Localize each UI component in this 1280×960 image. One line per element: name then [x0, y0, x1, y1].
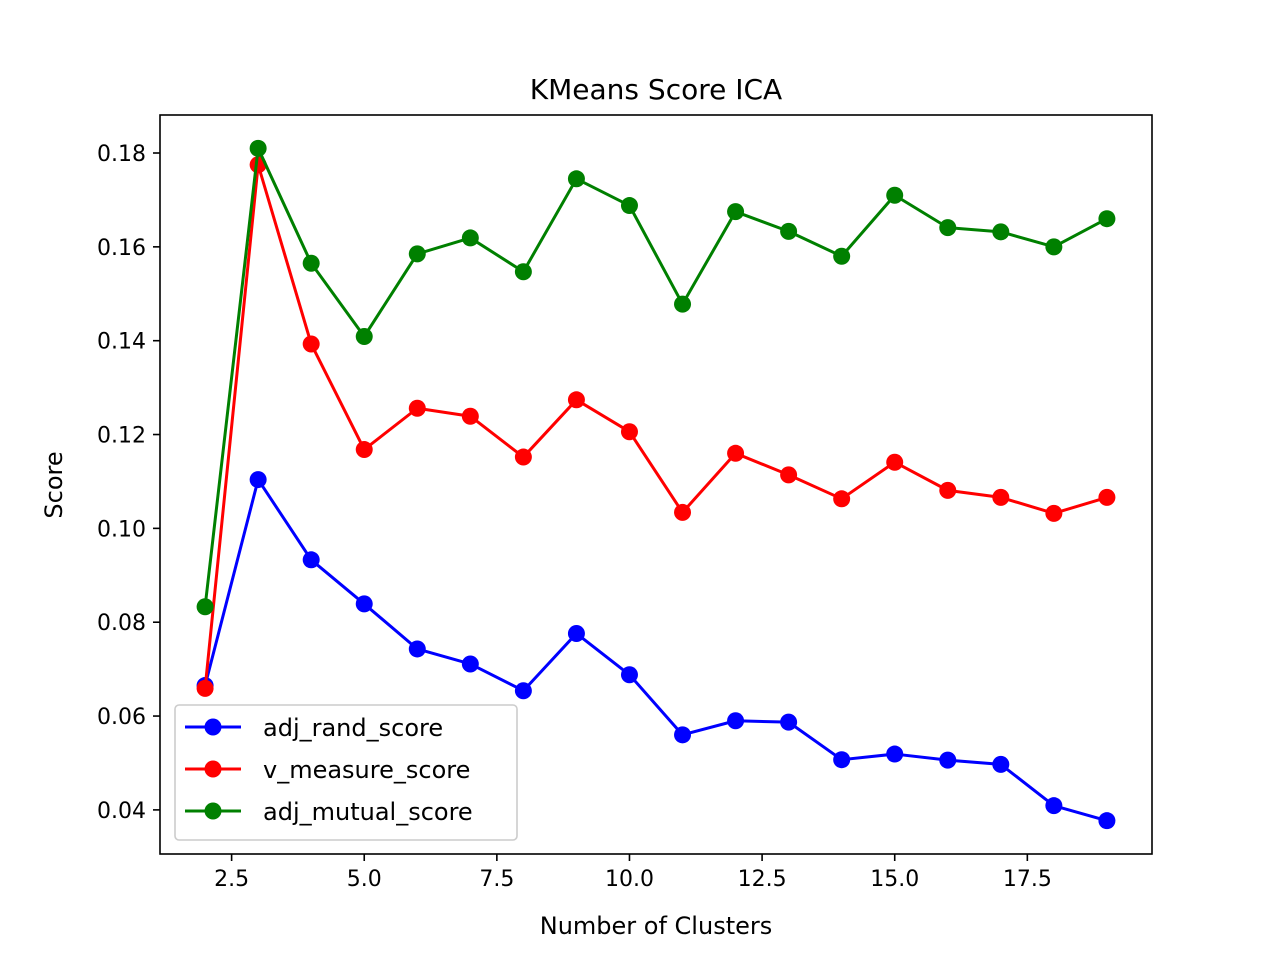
- data-point: [939, 219, 957, 237]
- data-point: [939, 481, 957, 499]
- legend-swatch-marker: [204, 760, 222, 778]
- y-tick-label: 0.08: [97, 611, 146, 636]
- data-point: [780, 713, 798, 731]
- legend-swatch-marker: [204, 718, 222, 736]
- data-point: [620, 197, 638, 215]
- y-tick-label: 0.10: [97, 517, 146, 542]
- data-point: [1045, 797, 1063, 815]
- data-point: [833, 751, 851, 769]
- data-point: [886, 453, 904, 471]
- data-point: [355, 441, 373, 459]
- data-point: [620, 423, 638, 441]
- data-point: [992, 755, 1010, 773]
- data-point: [727, 444, 745, 462]
- x-tick-label: 15.0: [870, 867, 919, 892]
- data-point: [461, 229, 479, 247]
- data-point: [408, 245, 426, 263]
- data-point: [302, 551, 320, 569]
- legend-item: v_measure_score: [185, 756, 470, 784]
- data-point: [461, 655, 479, 673]
- legend: adj_rand_score v_measure_score adj_mutual_…: [174, 704, 518, 841]
- legend-item: adj_rand_score: [185, 714, 443, 742]
- data-point: [196, 679, 214, 697]
- data-point: [620, 666, 638, 684]
- data-point: [196, 598, 214, 616]
- data-point: [302, 335, 320, 353]
- plot-series: [196, 139, 1116, 830]
- data-point: [567, 391, 585, 409]
- y-axis: 0.04 0.06 0.08 0.10 0.12 0.14 0.16 0.18: [97, 142, 160, 824]
- data-point: [408, 640, 426, 658]
- y-tick-label: 0.14: [97, 330, 146, 355]
- data-point: [674, 295, 692, 313]
- data-point: [727, 203, 745, 221]
- data-point: [939, 751, 957, 769]
- data-point: [408, 399, 426, 417]
- data-point: [514, 682, 532, 700]
- data-point: [833, 247, 851, 265]
- legend-label: adj_mutual_score: [263, 798, 473, 826]
- data-point: [355, 327, 373, 345]
- series-adj_mutual_score: [196, 139, 1116, 616]
- series-line: [203, 478, 1108, 823]
- series-v_measure_score: [196, 156, 1116, 697]
- y-tick-label: 0.04: [97, 799, 146, 824]
- x-tick-label: 17.5: [1003, 867, 1052, 892]
- data-point: [514, 448, 532, 466]
- data-point: [249, 471, 267, 489]
- data-point: [249, 139, 267, 157]
- data-point: [1098, 488, 1116, 506]
- data-point: [992, 488, 1010, 506]
- data-point: [833, 490, 851, 508]
- legend-item: adj_mutual_score: [185, 798, 473, 826]
- data-point: [674, 503, 692, 521]
- y-tick-label: 0.12: [97, 424, 146, 449]
- legend-label: adj_rand_score: [263, 714, 443, 742]
- data-point: [992, 223, 1010, 241]
- chart-title: KMeans Score ICA: [530, 73, 782, 106]
- x-tick-label: 5.0: [347, 867, 382, 892]
- legend-frame: [174, 704, 518, 841]
- data-point: [567, 624, 585, 642]
- data-point: [1098, 210, 1116, 228]
- x-tick-label: 10.0: [605, 867, 654, 892]
- y-tick-label: 0.18: [97, 142, 146, 167]
- data-point: [514, 263, 532, 281]
- legend-label: v_measure_score: [263, 756, 470, 784]
- legend-swatch-marker: [204, 802, 222, 820]
- data-point: [1098, 812, 1116, 830]
- data-point: [1045, 238, 1063, 256]
- data-point: [780, 466, 798, 484]
- series-line: [203, 146, 1108, 607]
- y-tick-label: 0.06: [97, 705, 146, 730]
- data-point: [727, 712, 745, 730]
- data-point: [461, 407, 479, 425]
- x-axis-label: Number of Clusters: [540, 912, 773, 940]
- x-tick-label: 7.5: [479, 867, 514, 892]
- data-point: [780, 222, 798, 240]
- series-adj_rand_score: [196, 471, 1116, 830]
- data-point: [302, 254, 320, 272]
- data-point: [674, 726, 692, 744]
- x-axis: 2.5 5.0 7.5 10.0 12.5 15.0 17.5: [214, 854, 1052, 892]
- data-point: [1045, 504, 1063, 522]
- x-tick-label: 12.5: [738, 867, 787, 892]
- data-point: [886, 745, 904, 763]
- y-tick-label: 0.16: [97, 236, 146, 261]
- series-line: [203, 163, 1108, 689]
- x-tick-label: 2.5: [214, 867, 249, 892]
- data-point: [567, 170, 585, 188]
- data-point: [355, 595, 373, 613]
- plot-frame: [159, 114, 1153, 855]
- y-axis-label: Score: [40, 451, 68, 518]
- data-point: [886, 186, 904, 204]
